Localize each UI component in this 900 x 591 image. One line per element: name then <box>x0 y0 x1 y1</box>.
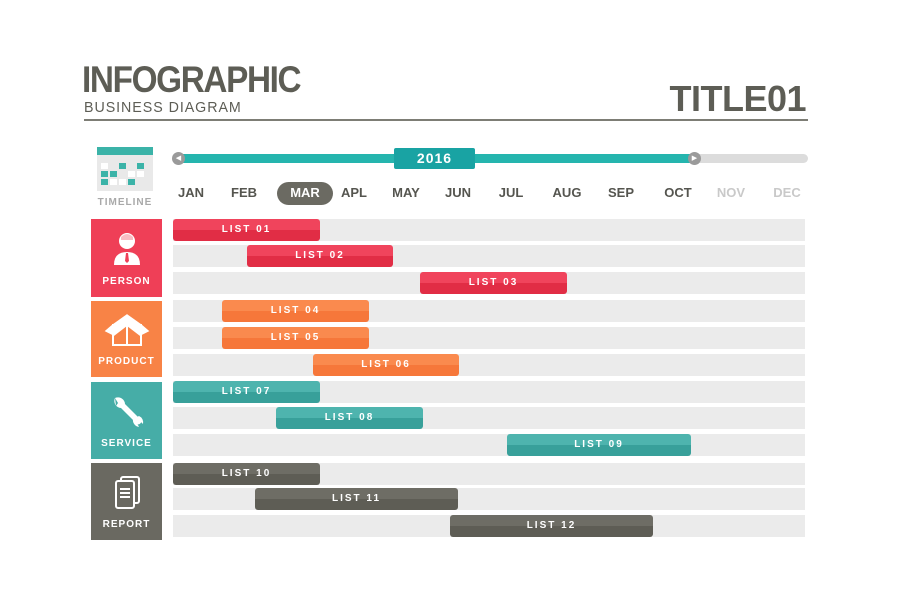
row-track <box>173 463 805 485</box>
wrench-icon <box>113 397 143 427</box>
category-service: SERVICE <box>91 382 162 459</box>
month-jul[interactable]: JUL <box>498 185 524 200</box>
month-mar[interactable]: MAR <box>290 185 320 200</box>
task-bar-list-08[interactable]: LIST 08 <box>276 407 423 429</box>
right-title: TITLE01 <box>669 78 806 119</box>
timeline-start-handle[interactable]: ◀ <box>172 152 185 165</box>
month-jan[interactable]: JAN <box>177 185 204 200</box>
header-divider <box>84 119 808 121</box>
task-bar-list-02[interactable]: LIST 02 <box>247 245 393 267</box>
month-feb[interactable]: FEB <box>231 185 257 200</box>
category-person: PERSON <box>91 219 162 297</box>
category-label: PERSON <box>102 276 151 287</box>
task-bar-list-07[interactable]: LIST 07 <box>173 381 320 403</box>
category-product: PRODUCT <box>91 301 162 377</box>
row-track <box>173 381 805 403</box>
month-may[interactable]: MAY <box>392 185 420 200</box>
year-badge: 2016 <box>394 148 475 169</box>
month-sep[interactable]: SEP <box>607 185 634 200</box>
category-report: REPORT <box>91 463 162 540</box>
task-bar-list-09[interactable]: LIST 09 <box>507 434 691 456</box>
infographic-subtitle: BUSINESS DIAGRAM <box>84 99 242 116</box>
timeline-label: TIMELINE <box>97 197 153 208</box>
task-bar-list-10[interactable]: LIST 10 <box>173 463 320 485</box>
task-bar-list-04[interactable]: LIST 04 <box>222 300 369 322</box>
month-oct[interactable]: OCT <box>664 185 692 200</box>
document-icon <box>114 476 140 509</box>
row-track <box>173 407 805 429</box>
task-bar-list-01[interactable]: LIST 01 <box>173 219 320 241</box>
infographic-title: INFOGRAPHIC <box>82 59 302 100</box>
active-month-pill[interactable] <box>277 182 333 205</box>
category-label: PRODUCT <box>98 356 155 367</box>
month-jun[interactable]: JUN <box>444 185 471 200</box>
box-icon <box>104 314 149 346</box>
task-bar-list-06[interactable]: LIST 06 <box>313 354 459 376</box>
row-track <box>173 354 805 376</box>
row-track <box>173 434 805 456</box>
month-dec[interactable]: DEC <box>773 185 801 200</box>
month-nov[interactable]: NOV <box>716 185 746 200</box>
month-aug[interactable]: AUG <box>552 185 582 200</box>
row-track <box>173 219 805 241</box>
timeline-end-handle[interactable]: ▶ <box>688 152 701 165</box>
task-bar-list-11[interactable]: LIST 11 <box>255 488 458 510</box>
category-label: SERVICE <box>101 438 152 449</box>
calendar-icon <box>97 147 153 191</box>
task-bar-list-05[interactable]: LIST 05 <box>222 327 369 349</box>
task-bar-list-12[interactable]: LIST 12 <box>450 515 653 537</box>
person-icon <box>113 233 140 265</box>
task-bar-list-03[interactable]: LIST 03 <box>420 272 567 294</box>
month-apl[interactable]: APL <box>341 185 367 200</box>
category-label: REPORT <box>102 519 151 530</box>
